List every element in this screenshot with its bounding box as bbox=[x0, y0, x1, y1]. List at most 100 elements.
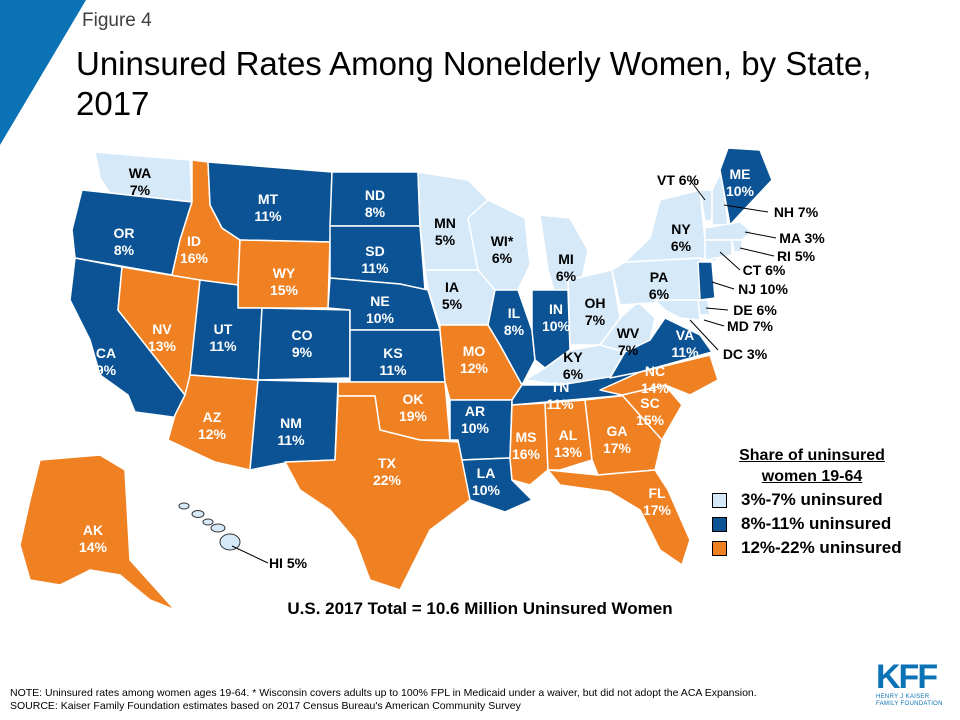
state-abbr-nv: NV bbox=[152, 321, 172, 337]
state-abbr-pa: PA bbox=[650, 269, 668, 285]
state-value-oh: 7% bbox=[585, 312, 606, 328]
state-label-hi: HI 5% bbox=[269, 555, 308, 571]
state-label-ms: MS 16% bbox=[512, 429, 541, 462]
state-abbr-ak: AK bbox=[83, 522, 103, 538]
state-abbr-co: CO bbox=[292, 327, 313, 343]
state-label-co: CO 9% bbox=[292, 327, 313, 360]
state-value-ga: 17% bbox=[603, 440, 632, 456]
state-value-nm: 11% bbox=[277, 432, 305, 448]
state-abbr-wy: WY bbox=[273, 265, 296, 281]
state-abbr-wv: WV bbox=[617, 325, 640, 341]
state-abbr-ga: GA bbox=[607, 423, 628, 439]
state-value-co: 9% bbox=[292, 344, 313, 360]
state-label-ar: AR 10% bbox=[461, 403, 490, 436]
leader-line-ct bbox=[719, 251, 741, 271]
state-label-ok: OK 19% bbox=[399, 391, 428, 424]
state-label-ia: IA 5% bbox=[442, 279, 463, 312]
state-label-tn: TN 11% bbox=[546, 379, 574, 412]
state-label-va: VA 11% bbox=[671, 327, 699, 360]
legend-label-high: 12%-22% uninsured bbox=[741, 538, 902, 557]
leader-line-dc bbox=[689, 319, 719, 351]
page-title: Uninsured Rates Among Nonelderly Women, … bbox=[76, 45, 872, 122]
state-value-ut: 11% bbox=[209, 338, 237, 354]
state-label-md: MD 7% bbox=[727, 318, 773, 334]
state-abbr-va: VA bbox=[676, 327, 694, 343]
state-label-al: AL 13% bbox=[554, 427, 583, 460]
state-label-il: IL 8% bbox=[504, 305, 525, 338]
state-label-ky: KY 6% bbox=[563, 349, 584, 382]
state-label-ak: AK 14% bbox=[79, 522, 108, 555]
state-abbr-in: IN bbox=[549, 301, 563, 317]
state-il bbox=[487, 289, 536, 386]
state-abbr-nd: ND bbox=[365, 187, 385, 203]
state-abbr-mt: MT bbox=[258, 191, 279, 207]
state-value-ks: 11% bbox=[379, 362, 407, 378]
state-label-ga: GA 17% bbox=[603, 423, 632, 456]
state-label-oh: OH 7% bbox=[585, 295, 606, 328]
state-nj bbox=[697, 261, 716, 301]
state-abbr-az: AZ bbox=[203, 409, 222, 425]
state-value-tx: 22% bbox=[373, 472, 402, 488]
state-label-mt: MT 11% bbox=[254, 191, 282, 224]
state-label-wy: WY 15% bbox=[270, 265, 299, 298]
legend-swatch-high bbox=[712, 540, 727, 556]
state-abbr-ms: MS bbox=[516, 429, 537, 445]
state-value-mo: 12% bbox=[460, 360, 489, 376]
state-hi-island-1 bbox=[178, 502, 190, 510]
footnote: NOTE: Uninsured rates among women ages 1… bbox=[10, 687, 757, 713]
footnote-note: NOTE: Uninsured rates among women ages 1… bbox=[10, 687, 757, 699]
state-abbr-tn: TN bbox=[551, 379, 570, 395]
state-abbr-me: ME bbox=[730, 166, 751, 182]
kff-logo: KFF HENRY J KAISER FAMILY FOUNDATION bbox=[876, 660, 948, 708]
state-abbr-ks: KS bbox=[383, 345, 402, 361]
state-abbr-tx: TX bbox=[378, 455, 397, 471]
state-al bbox=[544, 399, 593, 471]
state-md bbox=[654, 299, 701, 321]
state-ak bbox=[19, 454, 176, 611]
state-abbr-nm: NM bbox=[280, 415, 302, 431]
state-value-az: 12% bbox=[198, 426, 227, 442]
state-abbr-sc: SC bbox=[640, 395, 659, 411]
state-value-ky: 6% bbox=[563, 366, 584, 382]
state-value-ia: 5% bbox=[442, 296, 463, 312]
state-value-sc: 15% bbox=[636, 412, 665, 428]
state-value-ne: 10% bbox=[366, 310, 395, 326]
state-value-wi: 6% bbox=[492, 250, 513, 266]
legend-swatch-mid bbox=[712, 516, 727, 532]
state-label-nj: NJ 10% bbox=[738, 281, 788, 297]
state-ct bbox=[704, 239, 733, 261]
state-tx bbox=[284, 395, 471, 591]
state-abbr-ok: OK bbox=[403, 391, 424, 407]
footnote-source: SOURCE: Kaiser Family Foundation estimat… bbox=[10, 700, 521, 712]
legend-item-mid: 8%-11% uninsured bbox=[712, 513, 942, 535]
state-value-nd: 8% bbox=[365, 204, 386, 220]
state-hi-island-3 bbox=[202, 518, 214, 526]
state-label-mo: MO 12% bbox=[460, 343, 489, 376]
state-label-ks: KS 11% bbox=[379, 345, 407, 378]
state-abbr-fl: FL bbox=[648, 485, 666, 501]
state-abbr-nc: NC bbox=[645, 363, 665, 379]
state-label-wi: WI* 6% bbox=[491, 233, 514, 266]
state-ma bbox=[704, 221, 753, 241]
leader-line-vt bbox=[689, 179, 706, 201]
state-abbr-oh: OH bbox=[585, 295, 606, 311]
state-abbr-id: ID bbox=[187, 233, 201, 249]
state-value-wy: 15% bbox=[270, 282, 299, 298]
state-label-nd: ND 8% bbox=[365, 187, 386, 220]
state-abbr-mo: MO bbox=[463, 343, 486, 359]
state-value-sd: 11% bbox=[361, 260, 389, 276]
state-abbr-wi: WI* bbox=[491, 233, 514, 249]
state-label-or: OR 8% bbox=[114, 225, 135, 258]
state-value-mn: 5% bbox=[435, 232, 456, 248]
state-value-mi: 6% bbox=[556, 268, 577, 284]
state-value-va: 11% bbox=[671, 344, 699, 360]
state-label-me: ME 10% bbox=[726, 166, 755, 199]
state-label-mi: MI 6% bbox=[556, 251, 577, 284]
state-abbr-ar: AR bbox=[465, 403, 485, 419]
state-value-nc: 14% bbox=[641, 380, 670, 396]
leader-line-nj bbox=[711, 281, 735, 290]
leader-line-ma bbox=[744, 231, 777, 239]
state-abbr-ne: NE bbox=[370, 293, 389, 309]
state-ri bbox=[731, 239, 743, 253]
